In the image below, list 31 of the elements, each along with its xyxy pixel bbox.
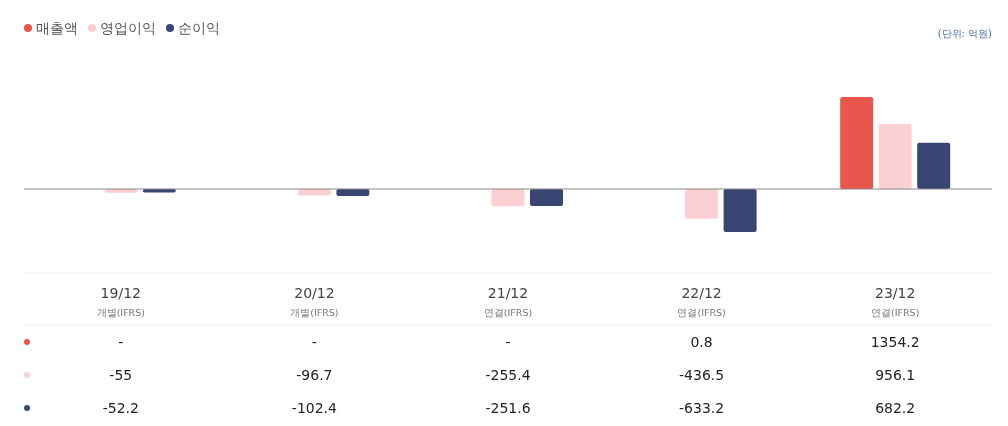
data-label: 956.1 [875,367,916,383]
data-label: 1354.2 [870,334,920,350]
bar [878,124,912,189]
bar [840,97,874,189]
data-label: -52.2 [102,400,139,416]
x-tick-label: 21/12 연결(IFRS) [483,285,533,318]
legend-label: 순이익 [178,20,220,36]
bar [530,188,563,207]
data-label: 0.8 [690,334,713,350]
bar [723,188,757,232]
x-tick-label: 20/12 개별(IFRS) [290,285,339,318]
legend-label: 매출액 [36,20,78,36]
bar [685,188,719,219]
data-label: -633.2 [679,400,725,416]
legend-label: 영업이익 [100,20,156,36]
data-label: -96.7 [296,367,333,383]
x-tick-label: 19/12 개별(IFRS) [96,285,145,318]
text: (단위: 억원) [937,28,993,39]
text: - [118,334,124,350]
x-tick-label: 23/12 연결(IFRS) [871,285,920,318]
data-label: -55 [109,367,133,383]
x-tick-label: 22/12 연결(IFRS) [677,285,726,318]
data-label: -251.6 [485,400,531,416]
data-label: -255.4 [485,367,531,383]
text: - [505,334,511,350]
data-label: -436.5 [679,367,725,383]
text: - [311,334,317,350]
data-label: -102.4 [291,400,338,416]
bar [491,188,525,207]
data-label: 682.2 [875,400,916,416]
bar [917,142,951,189]
